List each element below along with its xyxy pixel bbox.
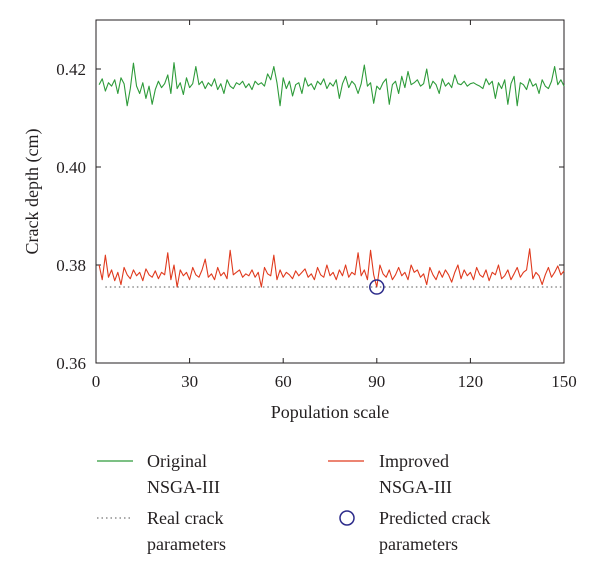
plot-frame [95,19,565,364]
x-tick-label: 60 [275,372,292,391]
y-tick-label: 0.38 [56,256,86,275]
y-tick-label: 0.42 [56,60,86,79]
predicted-crack-marker [369,279,385,295]
x-axis-label: Population scale [271,402,389,422]
legend-label-predicted-line1: Predicted crack [379,508,490,528]
series-layer [98,62,565,288]
axis-ticks [95,20,565,364]
legend-label-original-line2: NSGA-III [147,477,220,497]
x-tick-label: 90 [368,372,385,391]
y-axis-label: Crack depth (cm) [22,129,43,255]
plot-area [95,19,565,364]
tick-labels: 0 30 60 90 120 150 0.36 0.38 0.40 0.42 [56,60,577,391]
legend-label-predicted-line2: parameters [379,534,458,554]
legend: Original NSGA-III Improved NSGA-III Real… [97,451,490,554]
x-tick-label: 150 [551,372,577,391]
legend-label-improved-line1: Improved [379,451,449,471]
legend-label-original-line1: Original [147,451,207,471]
x-tick-label: 0 [92,372,101,391]
legend-label-real-line2: parameters [147,534,226,554]
original-nsga-iii-line [98,62,565,107]
x-tick-label: 120 [458,372,484,391]
legend-label-improved-line2: NSGA-III [379,477,452,497]
y-tick-label: 0.36 [56,354,86,373]
y-tick-label: 0.40 [56,158,86,177]
marker-layer [369,279,385,295]
legend-label-real-line1: Real crack [147,508,223,528]
legend-swatch-predicted [339,510,355,526]
improved-nsga-iii-line [98,248,565,288]
x-tick-label: 30 [181,372,198,391]
